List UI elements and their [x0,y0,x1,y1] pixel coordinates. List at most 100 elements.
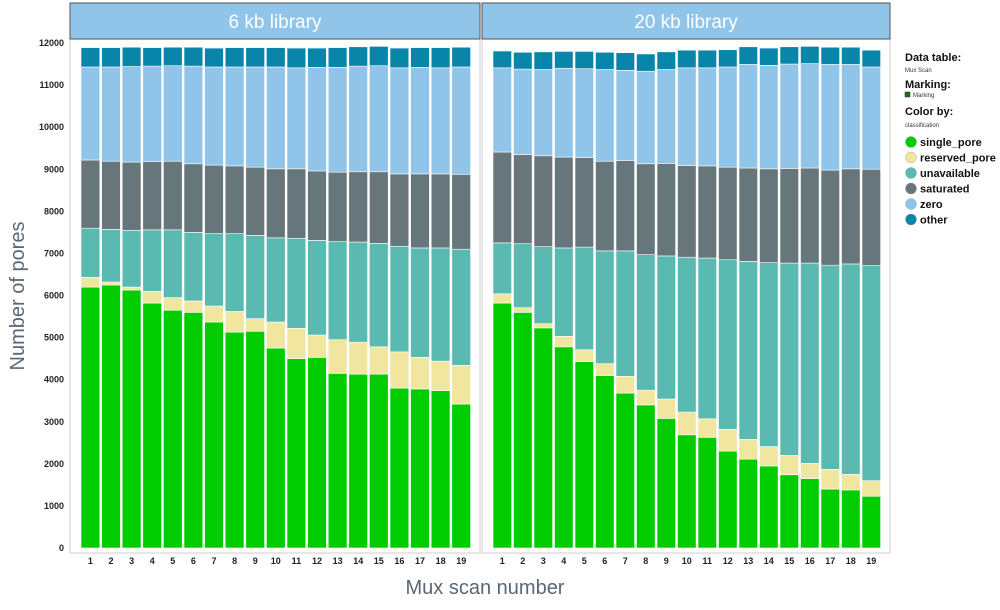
bar-segment-reserved-pore[interactable] [245,318,265,332]
bar-segment-saturated[interactable] [307,170,327,241]
bar-segment-unavailable[interactable] [718,259,738,430]
bar-segment-saturated[interactable] [574,157,594,248]
bar-segment-unavailable[interactable] [779,262,799,456]
bar-segment-zero[interactable] [389,67,410,175]
bar-segment-zero[interactable] [327,67,348,173]
bar-segment-zero[interactable] [861,66,881,170]
bar-segment-saturated[interactable] [430,173,451,249]
bar-segment-other[interactable] [574,51,594,69]
bar-segment-single-pore[interactable] [677,434,697,549]
bar-segment-single-pore[interactable] [410,388,430,549]
bar-segment-zero[interactable] [307,67,327,172]
bar-segment-saturated[interactable] [80,159,101,229]
bar-segment-single-pore[interactable] [389,387,410,549]
bar-segment-single-pore[interactable] [533,327,553,549]
bar-segment-saturated[interactable] [369,171,389,244]
bar-segment-other[interactable] [430,47,451,69]
bar-segment-single-pore[interactable] [615,392,635,549]
bar-segment-unavailable[interactable] [451,248,471,366]
bar-segment-saturated[interactable] [800,167,820,264]
bar-segment-saturated[interactable] [554,156,574,249]
bar-segment-single-pore[interactable] [121,289,142,549]
bar-segment-unavailable[interactable] [204,233,224,307]
bar-segment-zero[interactable] [841,64,861,170]
bar-segment-saturated[interactable] [513,154,533,245]
bar-segment-reserved-pore[interactable] [697,418,717,438]
bar-segment-saturated[interactable] [636,163,656,255]
bar-segment-reserved-pore[interactable] [800,463,820,479]
bar-segment-saturated[interactable] [820,169,840,266]
bar-segment-saturated[interactable] [697,165,717,259]
bar-segment-zero[interactable] [163,65,183,162]
bar-segment-other[interactable] [142,47,162,67]
bar-segment-unavailable[interactable] [554,247,574,337]
bar-segment-unavailable[interactable] [101,229,121,283]
bar-segment-other[interactable] [307,47,327,68]
bar-segment-single-pore[interactable] [800,478,820,549]
bar-segment-unavailable[interactable] [697,257,717,420]
bar-segment-unavailable[interactable] [430,247,451,362]
bar-segment-reserved-pore[interactable] [718,429,738,452]
bar-segment-single-pore[interactable] [574,361,594,549]
bar-segment-saturated[interactable] [861,168,881,266]
bar-segment-zero[interactable] [430,67,451,175]
bar-segment-other[interactable] [513,51,533,70]
bar-segment-reserved-pore[interactable] [80,277,101,288]
bar-segment-unavailable[interactable] [800,262,820,464]
bar-segment-reserved-pore[interactable] [841,474,861,491]
bar-segment-reserved-pore[interactable] [142,290,162,304]
bar-segment-other[interactable] [800,46,820,64]
bar-segment-single-pore[interactable] [142,302,162,549]
bar-segment-unavailable[interactable] [513,243,533,309]
bar-segment-saturated[interactable] [615,160,635,252]
bar-segment-other[interactable] [286,47,307,69]
bar-segment-single-pore[interactable] [513,312,533,549]
bar-segment-unavailable[interactable] [841,263,861,475]
bar-segment-other[interactable] [656,51,676,70]
bar-segment-saturated[interactable] [533,155,553,247]
bar-segment-saturated[interactable] [101,160,121,230]
bar-segment-zero[interactable] [656,69,676,164]
bar-segment-reserved-pore[interactable] [389,351,410,389]
bar-segment-reserved-pore[interactable] [738,439,758,460]
bar-segment-other[interactable] [554,51,574,69]
bar-segment-saturated[interactable] [656,163,676,257]
bar-segment-reserved-pore[interactable] [861,480,881,497]
bar-segment-other[interactable] [389,47,410,69]
bar-segment-unavailable[interactable] [820,264,840,470]
bar-segment-zero[interactable] [554,67,574,158]
bar-segment-single-pore[interactable] [224,331,245,549]
bar-segment-unavailable[interactable] [677,256,697,413]
bar-segment-single-pore[interactable] [327,373,348,549]
bar-segment-reserved-pore[interactable] [224,311,245,333]
bar-segment-other[interactable] [759,47,779,66]
bar-segment-reserved-pore[interactable] [820,469,840,490]
bar-segment-single-pore[interactable] [286,358,307,549]
bar-segment-single-pore[interactable] [245,330,265,549]
bar-segment-unavailable[interactable] [759,262,779,447]
bar-segment-single-pore[interactable] [656,418,676,549]
bar-segment-zero[interactable] [286,67,307,170]
bar-segment-other[interactable] [492,50,512,69]
bar-segment-saturated[interactable] [204,164,224,234]
bar-segment-single-pore[interactable] [369,373,389,549]
bar-segment-other[interactable] [820,46,840,65]
bar-segment-single-pore[interactable] [348,373,368,549]
bar-segment-other[interactable] [718,49,738,68]
bar-segment-zero[interactable] [800,63,820,169]
bar-segment-saturated[interactable] [759,168,779,263]
bar-segment-unavailable[interactable] [615,250,635,377]
bar-segment-single-pore[interactable] [266,347,286,549]
bar-segment-single-pore[interactable] [307,357,327,549]
bar-segment-zero[interactable] [677,67,697,166]
bar-segment-reserved-pore[interactable] [348,341,368,375]
bar-segment-single-pore[interactable] [595,375,615,549]
bar-segment-zero[interactable] [142,65,162,162]
bar-segment-saturated[interactable] [327,171,348,242]
bar-segment-saturated[interactable] [183,163,204,233]
bar-segment-unavailable[interactable] [595,250,615,364]
bar-segment-single-pore[interactable] [204,321,224,549]
bar-segment-unavailable[interactable] [574,246,594,351]
bar-segment-zero[interactable] [738,64,758,169]
bar-segment-reserved-pore[interactable] [410,357,430,390]
